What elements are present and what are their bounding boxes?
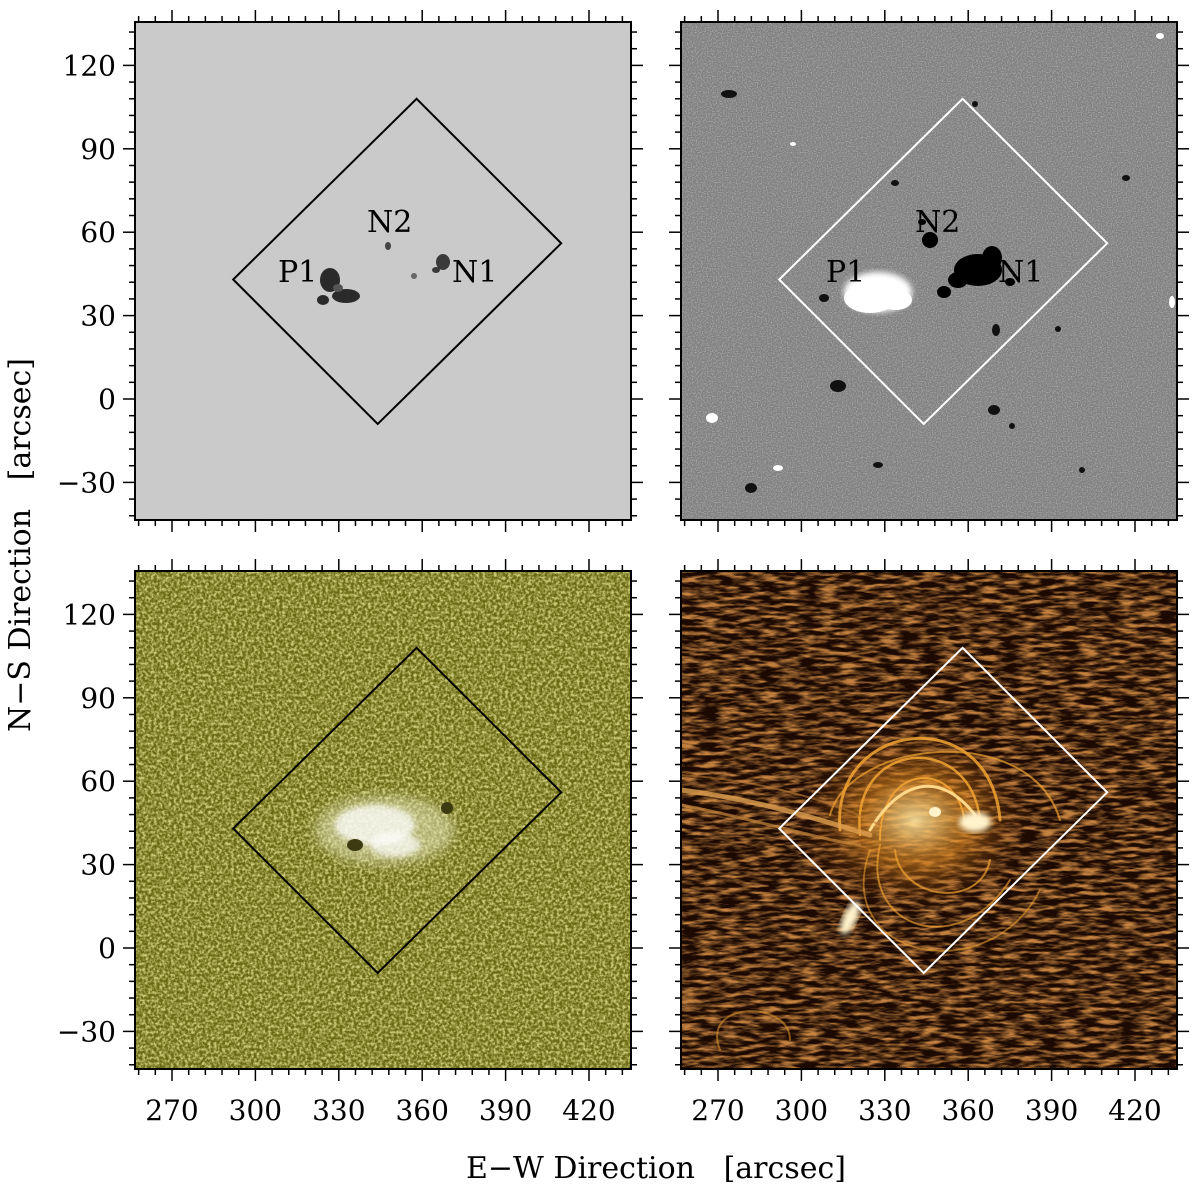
- y-tick-labels-bottom: 120 90 60 30 0 −30: [57, 598, 116, 1048]
- positive-polarity-p1: [706, 33, 1175, 471]
- coronal-loops: [681, 736, 1061, 1051]
- label-n2-continuum: N2: [367, 205, 412, 240]
- granulation-texture: [135, 22, 631, 520]
- x-tick-label: 330: [312, 1094, 365, 1127]
- bright-kernels: [840, 807, 991, 935]
- y-tick-label: 90: [80, 133, 116, 166]
- y-tick-label: 60: [80, 765, 116, 798]
- y-tick-label: 0: [98, 932, 116, 965]
- y-tick-label: 30: [80, 849, 116, 882]
- plage-region: [315, 795, 455, 865]
- x-tick-labels-left: 270 300 330 360 390 420: [145, 1094, 615, 1127]
- fov-box-chromosphere: [231, 646, 563, 975]
- panel-frame: [134, 570, 632, 1070]
- x-tick-label: 390: [1025, 1094, 1078, 1127]
- y-tick-label: 30: [80, 300, 116, 333]
- y-tick-label: 60: [80, 216, 116, 249]
- scattered-negative-flux: [721, 90, 1130, 493]
- y-tick-label: −30: [57, 1015, 116, 1048]
- x-tick-label: 360: [941, 1094, 994, 1127]
- sunspot-p1: [317, 268, 360, 305]
- fov-box-continuum: [231, 97, 563, 426]
- x-tick-labels-right: 270 300 330 360 390 420: [691, 1094, 1161, 1127]
- continuum-labels: N2 P1 N1: [278, 205, 497, 290]
- negative-polarity-n2: [918, 219, 938, 248]
- panel-frame: [680, 570, 1178, 1070]
- x-tick-label: 390: [479, 1094, 532, 1127]
- label-p1-continuum: P1: [278, 255, 317, 290]
- sunspot-n1: [411, 254, 450, 279]
- label-n1-continuum: N1: [452, 255, 497, 290]
- x-tick-label: 270: [691, 1094, 744, 1127]
- x-tick-label: 330: [858, 1094, 911, 1127]
- x-axis-title: E−W Direction [arcsec]: [466, 1151, 846, 1186]
- x-tick-label: 420: [562, 1094, 615, 1127]
- panel-frames: [123, 10, 1189, 1081]
- x-tick-label: 270: [145, 1094, 198, 1127]
- corona-panel: [681, 571, 1177, 1069]
- x-tick-label: 360: [395, 1094, 448, 1127]
- panel-frame: [134, 21, 632, 521]
- panel-frame: [680, 21, 1178, 521]
- magnetogram-labels: N2 P1 N1: [826, 205, 1043, 290]
- magnetogram-noise: [681, 22, 1177, 520]
- y-tick-label: 120: [63, 49, 116, 82]
- negative-polarity-n1: [937, 246, 1015, 298]
- fov-box-corona: [777, 646, 1109, 975]
- label-p1-magnetogram: P1: [826, 255, 865, 290]
- fov-box-magnetogram: [777, 97, 1109, 426]
- y-tick-label: 0: [98, 383, 116, 416]
- magnetogram-panel: [681, 22, 1177, 520]
- label-n1-magnetogram: N1: [998, 255, 1043, 290]
- y-tick-labels-top: 120 90 60 30 0 −30: [57, 49, 116, 499]
- y-tick-label: 90: [80, 682, 116, 715]
- x-tick-label: 420: [1108, 1094, 1161, 1127]
- y-tick-label: −30: [57, 466, 116, 499]
- y-tick-label: 120: [63, 598, 116, 631]
- continuum-panel: [135, 22, 631, 520]
- label-n2-magnetogram: N2: [915, 205, 960, 240]
- chromosphere-panel: [135, 571, 631, 1069]
- y-axis-title: N−S Direction [arcsec]: [3, 358, 38, 732]
- x-tick-label: 300: [775, 1094, 828, 1127]
- x-tick-label: 300: [229, 1094, 282, 1127]
- sunspot-n2: [385, 242, 391, 250]
